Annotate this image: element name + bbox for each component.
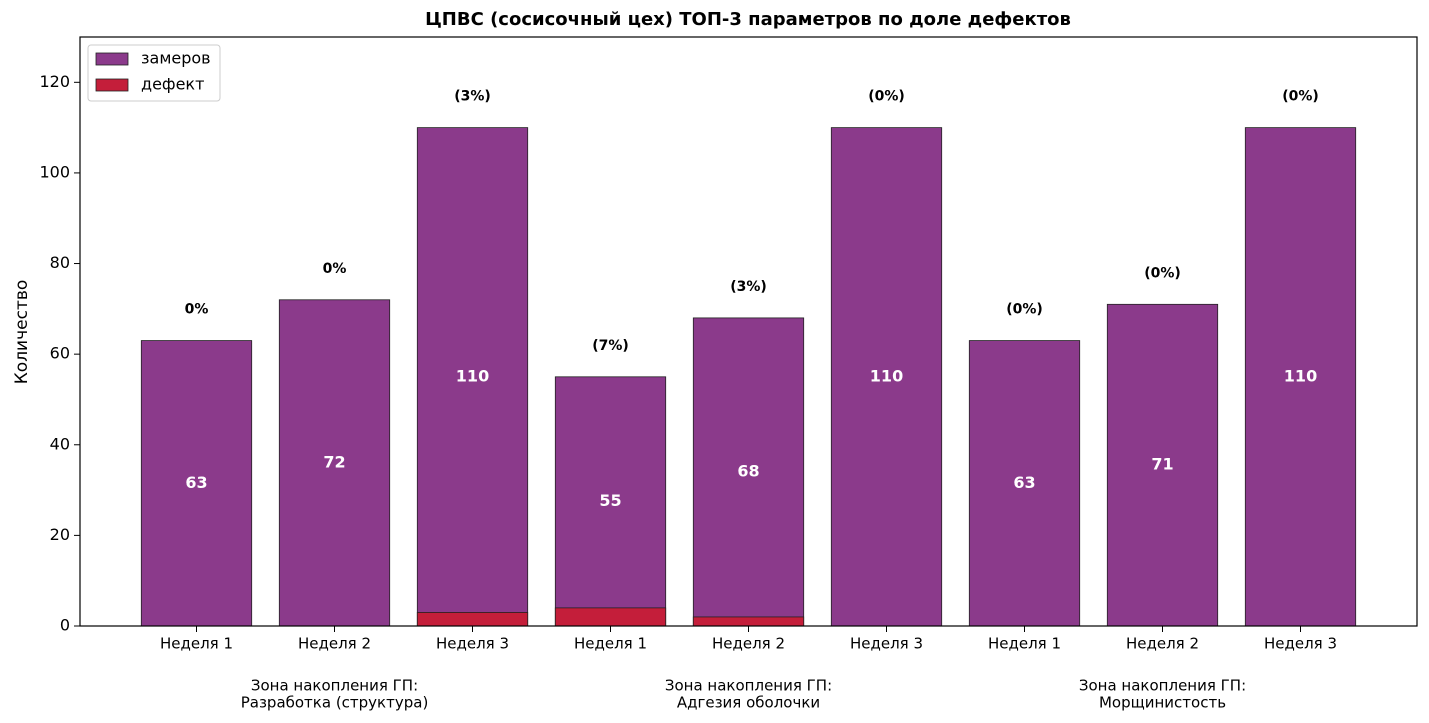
bar — [554, 607, 667, 627]
y-tick-label: 20 — [50, 525, 70, 544]
x-tick-label: Неделя 1 — [574, 635, 647, 653]
share-label: (0%) — [1006, 302, 1043, 318]
share-label: (3%) — [454, 89, 491, 105]
legend-label: дефект — [141, 75, 204, 94]
value-label: 63 — [1013, 473, 1035, 492]
x-tick-label: Неделя 3 — [436, 635, 509, 653]
bar — [278, 299, 391, 627]
x-tick-label: Неделя 3 — [850, 635, 923, 653]
y-tick-label: 40 — [50, 434, 70, 453]
value-label: 72 — [323, 452, 345, 471]
x-tick-label: Неделя 2 — [298, 635, 371, 653]
plot-frame — [79, 36, 1418, 627]
group-label: Зона накопления ГП: — [251, 677, 418, 695]
share-label: 0% — [323, 261, 347, 277]
share-label: 0% — [185, 302, 209, 318]
value-label: 110 — [1284, 366, 1317, 385]
bar — [968, 340, 1081, 627]
group-label: Разработка (структура) — [241, 694, 429, 712]
bar — [1244, 127, 1357, 627]
share-label: (3%) — [730, 279, 767, 295]
bar — [416, 612, 529, 627]
value-label: 110 — [870, 366, 903, 385]
x-tick-label: Неделя 1 — [988, 635, 1061, 653]
y-tick-label: 120 — [39, 72, 70, 91]
group-label: Зона накопления ГП: — [665, 677, 832, 695]
x-tick-label: Неделя 1 — [160, 635, 233, 653]
x-tick-label: Неделя 2 — [712, 635, 785, 653]
legend: замеров дефект — [87, 44, 221, 102]
y-tick-label: 60 — [50, 344, 70, 363]
bar — [830, 127, 943, 627]
y-tick-label: 100 — [39, 162, 70, 181]
x-tick-label: Неделя 2 — [1126, 635, 1199, 653]
share-label: (0%) — [1282, 89, 1319, 105]
group-label: Морщинистость — [1099, 694, 1226, 712]
share-label: (7%) — [592, 338, 629, 354]
bar — [692, 616, 805, 627]
value-label: 63 — [185, 473, 207, 492]
value-label: 55 — [599, 491, 621, 510]
bar — [416, 127, 529, 627]
value-label: 71 — [1151, 455, 1173, 474]
y-tick-label: 80 — [50, 253, 70, 272]
share-label: (0%) — [1144, 265, 1181, 281]
share-label: (0%) — [868, 89, 905, 105]
y-axis-label: Количество — [12, 280, 32, 385]
bar — [554, 376, 667, 627]
group-label: Адгезия оболочки — [677, 694, 820, 712]
value-label: 110 — [456, 366, 489, 385]
legend-swatch — [95, 78, 129, 92]
value-label: 68 — [737, 461, 759, 480]
x-tick-label: Неделя 3 — [1264, 635, 1337, 653]
bar — [692, 317, 805, 627]
chart-title: ЦПВС (сосисочный цех) ТОП-3 параметров п… — [425, 9, 1071, 30]
group-label: Зона накопления ГП: — [1079, 677, 1246, 695]
legend-label: замеров — [141, 49, 211, 68]
bar — [1106, 303, 1219, 627]
legend-swatch — [95, 52, 129, 66]
y-tick-label: 0 — [60, 616, 70, 635]
